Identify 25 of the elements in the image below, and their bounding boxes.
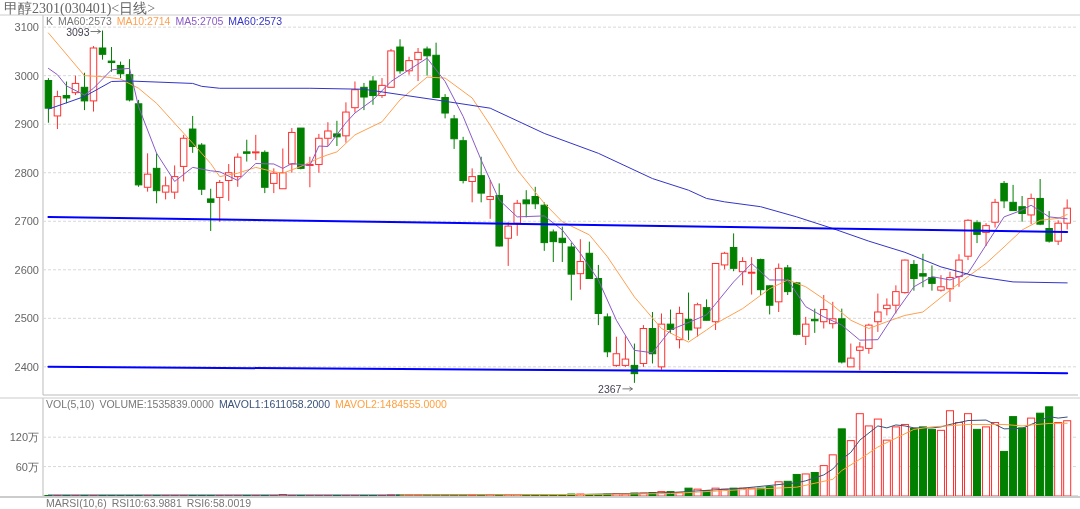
annotation: K bbox=[46, 15, 54, 27]
text: MAVOL1:1611058.2000 bbox=[218, 398, 331, 410]
y-tick-label: 2800 bbox=[14, 166, 39, 179]
text: RSI10:63.9881 bbox=[111, 497, 182, 509]
annotation: 3093 bbox=[66, 25, 90, 38]
y-tick-label: 3000 bbox=[14, 69, 39, 82]
text: MARSI(10,6) bbox=[46, 497, 107, 509]
y-tick-label: 2700 bbox=[14, 215, 39, 228]
y-tick-label: 3100 bbox=[14, 21, 39, 34]
y-tick-label: 120万 bbox=[9, 431, 39, 444]
text: MA10:2714 bbox=[116, 15, 171, 27]
chart-title: 甲醇2301(030401)<日线> bbox=[4, 1, 156, 17]
text: MAVOL2:1484555.0000 bbox=[335, 398, 448, 410]
text: RSI6:58.0019 bbox=[186, 497, 252, 509]
y-tick-label: 2600 bbox=[14, 263, 39, 276]
annotation: MA60:2573 bbox=[58, 15, 112, 27]
annotation: 2367 bbox=[598, 382, 622, 395]
y-tick-label: 60万 bbox=[15, 460, 39, 473]
annotation: VOLUME:1535839.0000 bbox=[99, 398, 215, 410]
y-tick-label: 2900 bbox=[14, 118, 39, 131]
y-tick-label: 2400 bbox=[14, 360, 39, 373]
text: MA60:2573 bbox=[228, 15, 283, 27]
annotation: VOL(5,10) bbox=[46, 398, 95, 410]
text: MA5:2705 bbox=[175, 15, 224, 27]
y-tick-label: 2500 bbox=[14, 312, 39, 325]
